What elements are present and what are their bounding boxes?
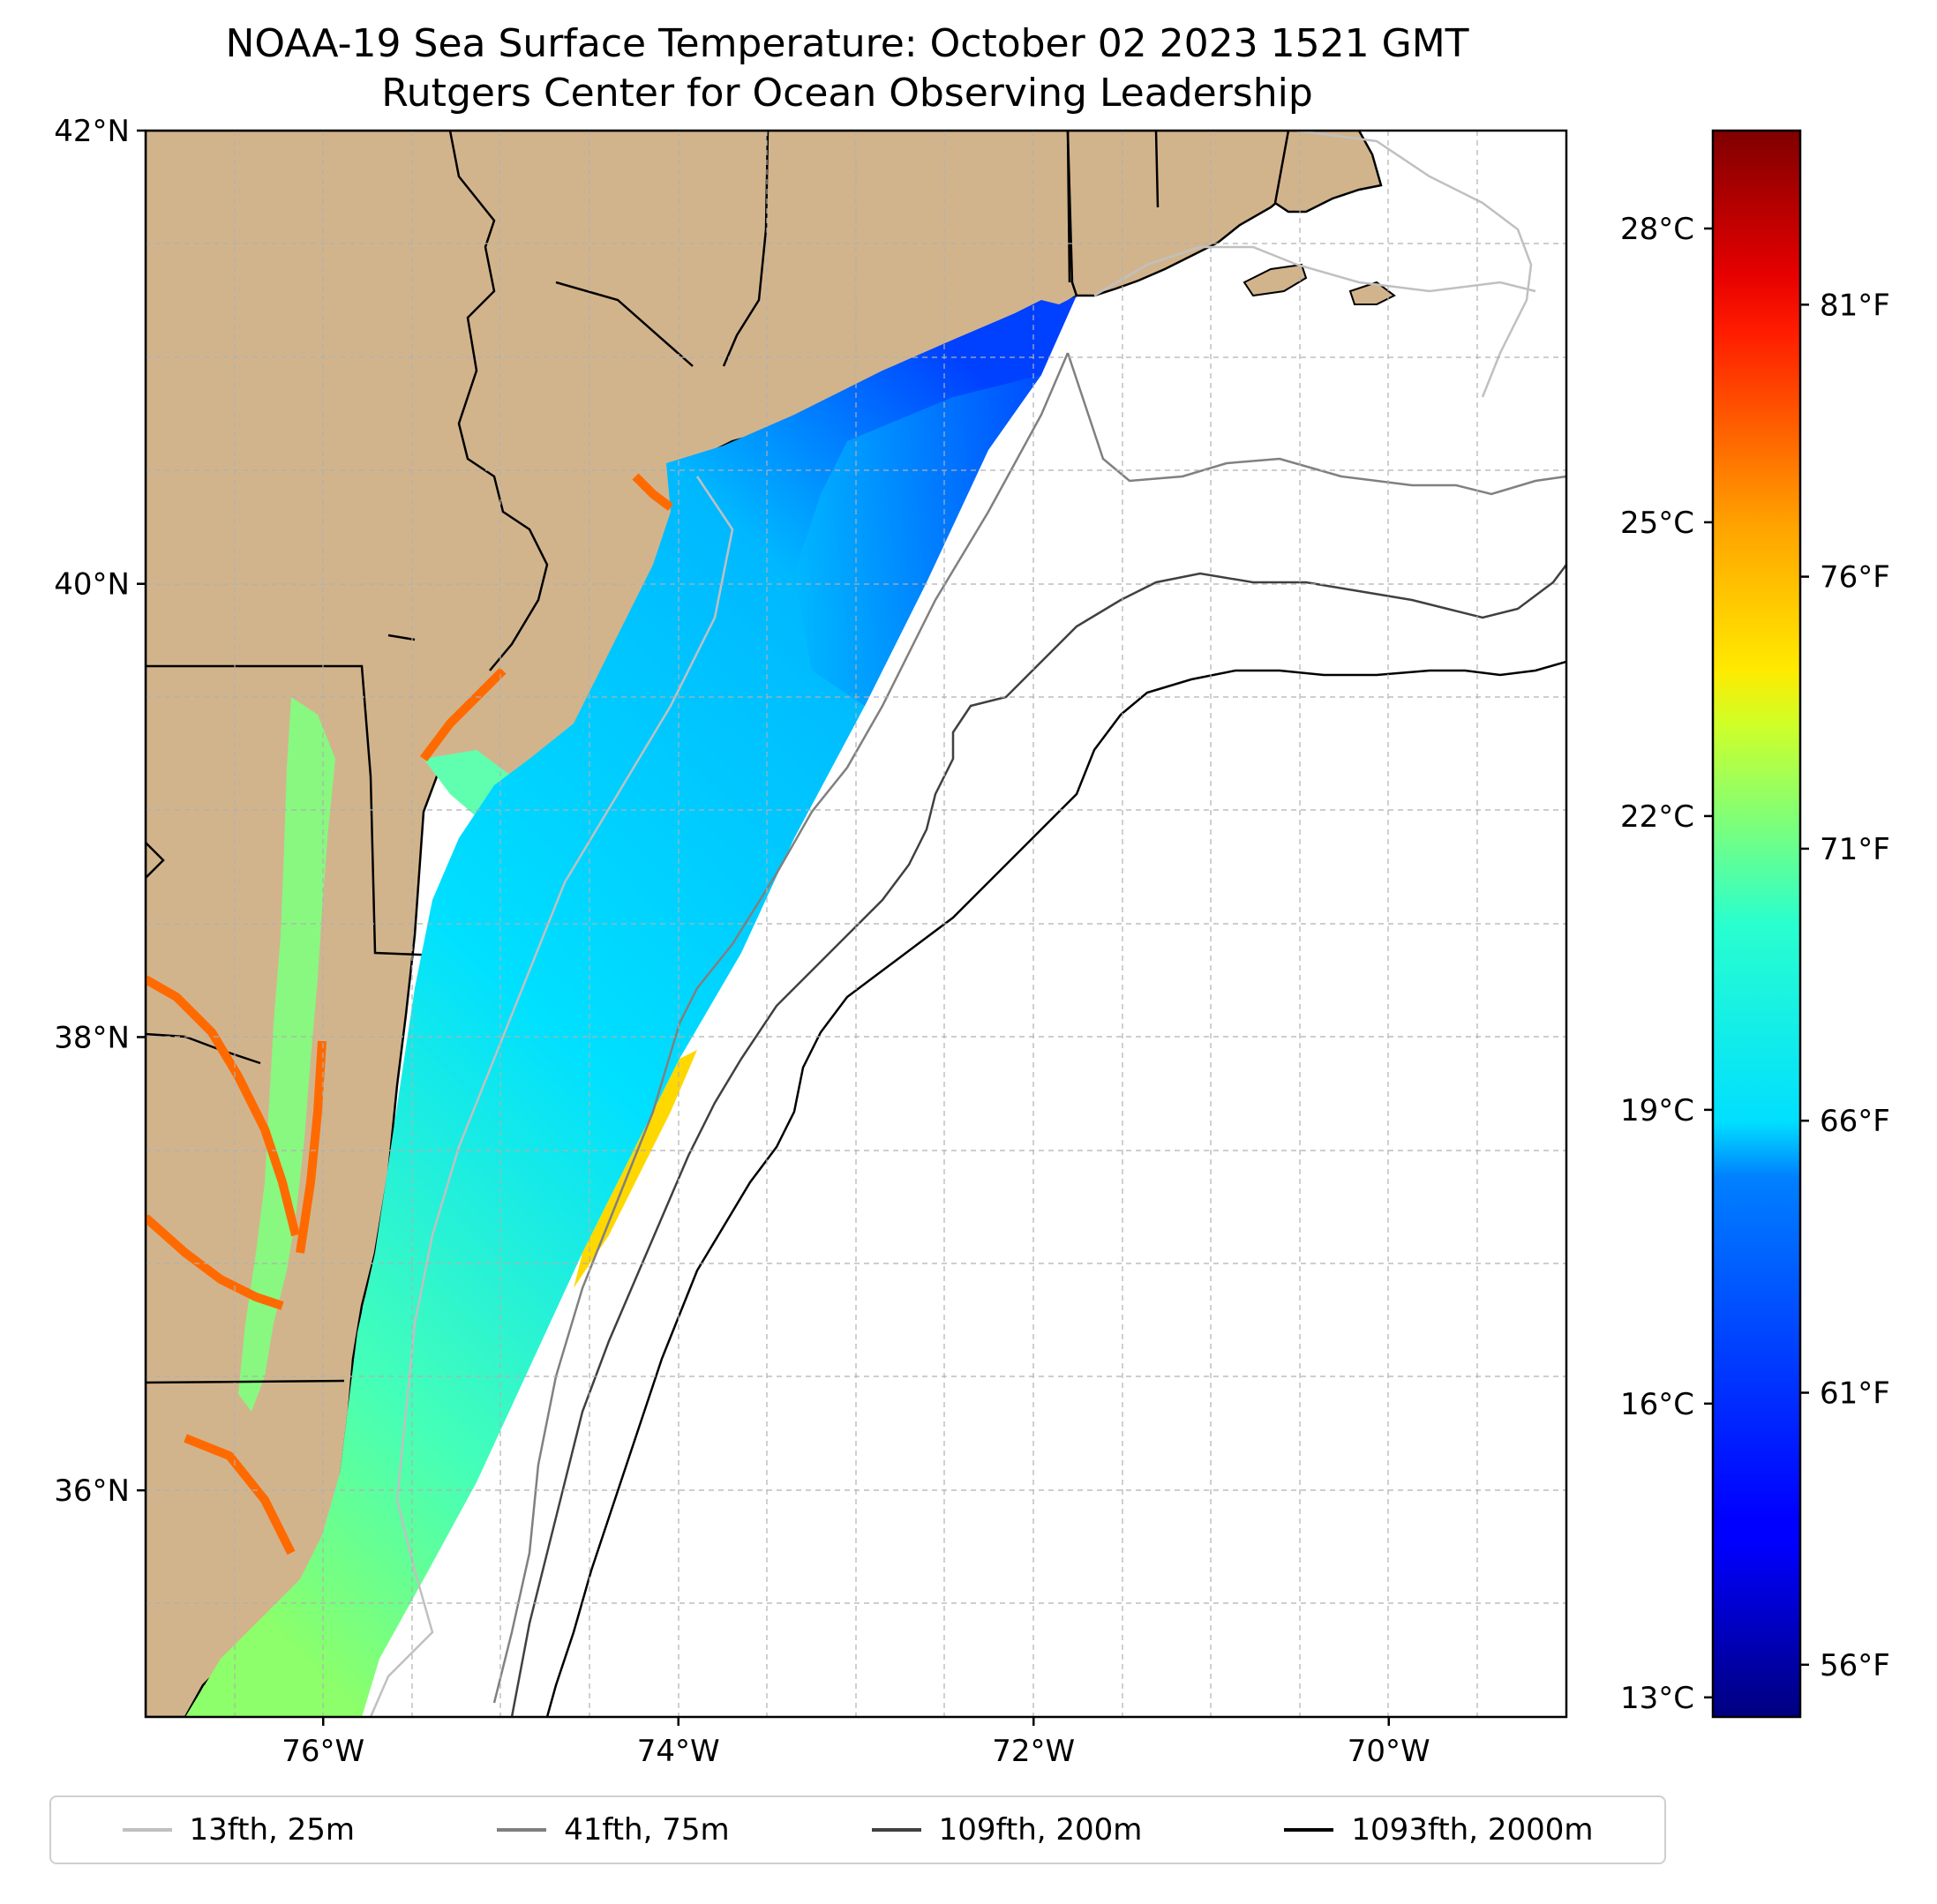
lon-tick-label: 76°W bbox=[282, 1734, 364, 1769]
celsius-tick-label: 28°C bbox=[1620, 212, 1694, 247]
celsius-tick-label: 19°C bbox=[1620, 1093, 1694, 1128]
chesapeake-bay bbox=[238, 697, 335, 1412]
contour-200m bbox=[510, 564, 1566, 1717]
contour-25m bbox=[369, 131, 1536, 1717]
sst-warm-edge bbox=[574, 1050, 697, 1288]
fahrenheit-tick-label: 61°F bbox=[1820, 1376, 1890, 1412]
warm-coastal-fringe bbox=[146, 473, 673, 1555]
legend-item-2000m: 1093fth, 2000m bbox=[1284, 1812, 1593, 1848]
celsius-axis: 13°C 16°C 19°C 22°C 25°C 28°C bbox=[1620, 212, 1713, 1716]
legend-label-200m: 109fth, 200m bbox=[938, 1812, 1143, 1848]
celsius-tick-label: 25°C bbox=[1620, 506, 1694, 541]
lat-tick-label: 42°N bbox=[54, 114, 130, 149]
contour-2000m bbox=[545, 660, 1566, 1717]
legend-line-25m bbox=[122, 1828, 172, 1832]
map-plot-area bbox=[146, 131, 1566, 1717]
legend-label-2000m: 1093fth, 2000m bbox=[1351, 1812, 1594, 1848]
title-line-1: NOAA-19 Sea Surface Temperature: October… bbox=[225, 21, 1469, 66]
lat-tick-label: 40°N bbox=[54, 567, 130, 603]
legend-label-25m: 13fth, 25m bbox=[189, 1812, 356, 1848]
contour-75m bbox=[492, 352, 1566, 1704]
marthas-vineyard bbox=[1243, 263, 1308, 297]
sst-map: 76°W 74°W 72°W 70°W 42°N 40°N 38°N 36°N 13°C 16… bbox=[54, 114, 1890, 1769]
lon-tick-label: 74°W bbox=[637, 1734, 720, 1769]
fahrenheit-tick-label: 81°F bbox=[1820, 288, 1890, 323]
legend-item-200m: 109fth, 200m bbox=[871, 1812, 1143, 1848]
legend-line-75m bbox=[497, 1828, 547, 1832]
lat-tick-label: 36°N bbox=[54, 1473, 130, 1509]
contour-legend: 13fth, 25m 41fth, 75m 109fth, 200m 1093f… bbox=[49, 1795, 1666, 1864]
gridlines bbox=[146, 131, 1566, 1717]
celsius-tick-label: 22°C bbox=[1620, 799, 1694, 835]
sst-cold-core bbox=[794, 375, 1041, 706]
land-new-england bbox=[1066, 131, 1299, 297]
fahrenheit-tick-label: 56°F bbox=[1820, 1648, 1890, 1683]
lon-tick-label: 70°W bbox=[1348, 1734, 1430, 1769]
fahrenheit-tick-label: 76°F bbox=[1820, 560, 1890, 596]
legend-label-75m: 41fth, 75m bbox=[564, 1812, 730, 1848]
fahrenheit-tick-label: 71°F bbox=[1820, 832, 1890, 867]
map-frame bbox=[144, 129, 1568, 1719]
legend-item-25m: 13fth, 25m bbox=[122, 1812, 356, 1848]
legend-item-75m: 41fth, 75m bbox=[497, 1812, 730, 1848]
lat-tick-label: 38°N bbox=[54, 1020, 130, 1055]
title-line-2: Rutgers Center for Ocean Observing Leade… bbox=[381, 71, 1313, 116]
legend-line-200m bbox=[871, 1828, 921, 1832]
colorbar bbox=[1711, 129, 1802, 1719]
legend-line-2000m bbox=[1284, 1828, 1334, 1832]
chart-title: NOAA-19 Sea Surface Temperature: October… bbox=[0, 19, 1694, 118]
lat-axis: 42°N 40°N 38°N 36°N bbox=[54, 114, 146, 1509]
fahrenheit-axis: 56°F 61°F 66°F 71°F 76°F 81°F bbox=[1800, 288, 1890, 1683]
lon-axis: 76°W 74°W 72°W 70°W bbox=[282, 1717, 1430, 1769]
fahrenheit-tick-label: 66°F bbox=[1820, 1104, 1890, 1139]
state-borders bbox=[146, 131, 1160, 1384]
cape-cod bbox=[1273, 131, 1383, 214]
celsius-tick-label: 13°C bbox=[1620, 1681, 1694, 1716]
celsius-tick-label: 16°C bbox=[1620, 1387, 1694, 1422]
lon-tick-label: 72°W bbox=[992, 1734, 1075, 1769]
